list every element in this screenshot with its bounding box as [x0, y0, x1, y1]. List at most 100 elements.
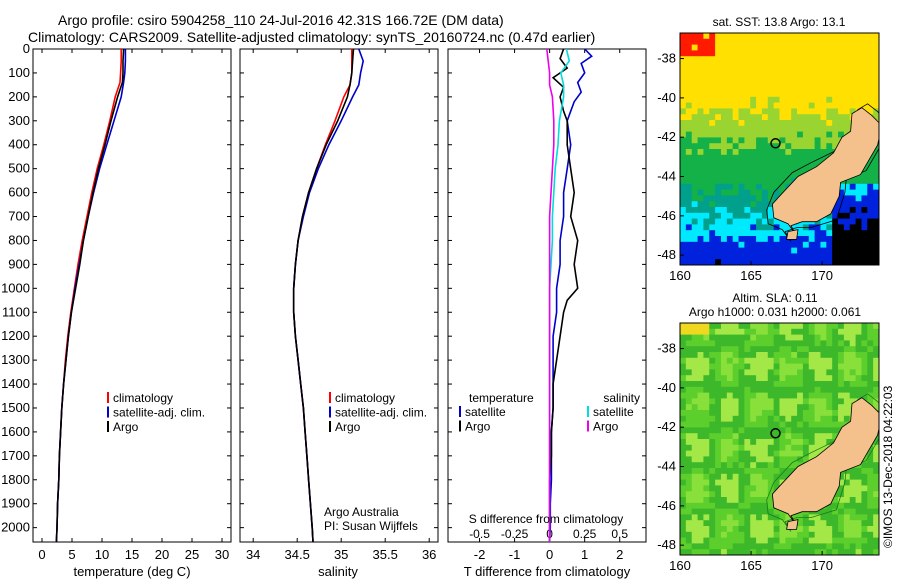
map-cell	[802, 357, 810, 364]
map-cell	[849, 386, 856, 393]
map-cell	[750, 450, 757, 457]
map-cell	[861, 183, 868, 190]
map-cell	[738, 473, 745, 480]
map-cell	[785, 392, 792, 399]
map-cell	[680, 375, 687, 382]
map-cell	[750, 439, 757, 446]
map-cell	[738, 166, 745, 173]
map-cell	[802, 352, 810, 359]
map-cell	[838, 56, 845, 63]
map-cell	[797, 160, 804, 167]
map-cell	[709, 514, 716, 521]
map-cell	[756, 183, 763, 190]
map-y-tick-label: -48	[657, 247, 676, 262]
map-cell	[826, 143, 833, 150]
map-cell	[709, 531, 716, 538]
map-cell	[855, 497, 862, 504]
map-cell	[808, 375, 816, 382]
map-cell	[720, 410, 728, 417]
map-cell	[785, 404, 792, 411]
map-cell	[861, 50, 868, 57]
map-cell	[720, 439, 728, 446]
map-cell	[750, 73, 757, 80]
map-cell	[709, 328, 716, 335]
map-cell	[808, 537, 816, 544]
map-cell	[709, 433, 716, 440]
map-cell	[832, 381, 839, 388]
map-cell	[726, 346, 734, 353]
map-cell	[709, 456, 716, 463]
map-cell	[750, 67, 757, 74]
map-cell	[685, 381, 693, 388]
map-cell	[750, 410, 757, 417]
map-cell	[861, 491, 868, 498]
map-cell	[826, 102, 833, 109]
map-cell	[691, 514, 698, 521]
map-cell	[849, 44, 856, 51]
map-cell	[691, 346, 698, 353]
map-cell	[843, 334, 851, 341]
map-cell	[873, 195, 879, 202]
map-cell	[873, 328, 879, 335]
map-cell	[726, 125, 734, 132]
map-cell	[720, 323, 728, 330]
map-cell	[826, 253, 833, 260]
map-cell	[680, 433, 687, 440]
map-cell	[785, 172, 792, 179]
map-cell	[761, 183, 769, 190]
map-cell	[820, 392, 827, 399]
map-cell	[838, 212, 845, 219]
map-cell	[802, 44, 810, 51]
map-cell	[732, 502, 739, 509]
map-cell	[685, 172, 693, 179]
map-cell	[709, 386, 716, 393]
map-cell	[797, 73, 804, 80]
map-cell	[709, 189, 716, 196]
map-cell	[838, 108, 845, 115]
map-cell	[855, 241, 862, 248]
map-cell	[773, 38, 780, 45]
map-cell	[785, 50, 792, 57]
map-cell	[750, 514, 757, 521]
map-cell	[691, 73, 698, 80]
map-cell	[720, 143, 728, 150]
map-cell	[697, 44, 704, 51]
map-cell	[703, 91, 710, 98]
map-cell	[761, 108, 769, 115]
map-cell	[832, 96, 839, 103]
map-cell	[761, 67, 769, 74]
map-cell	[720, 473, 728, 480]
map-cell	[709, 381, 716, 388]
map-cell	[715, 346, 722, 353]
map-cell	[697, 346, 704, 353]
map-cell	[773, 433, 780, 440]
map-cell	[738, 352, 745, 359]
legend-label: climatology	[335, 391, 395, 405]
map-cell	[797, 520, 804, 527]
map-cell	[767, 241, 775, 248]
map-cell	[855, 375, 862, 382]
map-cell	[826, 340, 833, 347]
map-cell	[726, 497, 734, 504]
map-cell	[861, 253, 868, 260]
map-cell	[715, 549, 722, 555]
map-cell	[756, 91, 763, 98]
map-cell	[703, 38, 710, 45]
map-cell	[791, 369, 798, 376]
map-cell	[691, 96, 698, 103]
map-cell	[773, 259, 780, 265]
map-cell	[832, 543, 839, 550]
map-cell	[703, 195, 710, 202]
map-cell	[709, 125, 716, 132]
map-cell	[814, 543, 821, 550]
map-cell	[744, 79, 751, 86]
depth-axis-labels: 0100200300400500600700800900100011001200…	[1, 41, 30, 535]
map-cell	[773, 247, 780, 254]
map-cell	[703, 178, 710, 185]
map-cell	[767, 323, 775, 330]
series-line-t-argo	[548, 49, 579, 542]
map-cell	[773, 439, 780, 446]
map-cell	[685, 439, 693, 446]
map-cell	[761, 526, 769, 533]
map-cell	[709, 479, 716, 486]
